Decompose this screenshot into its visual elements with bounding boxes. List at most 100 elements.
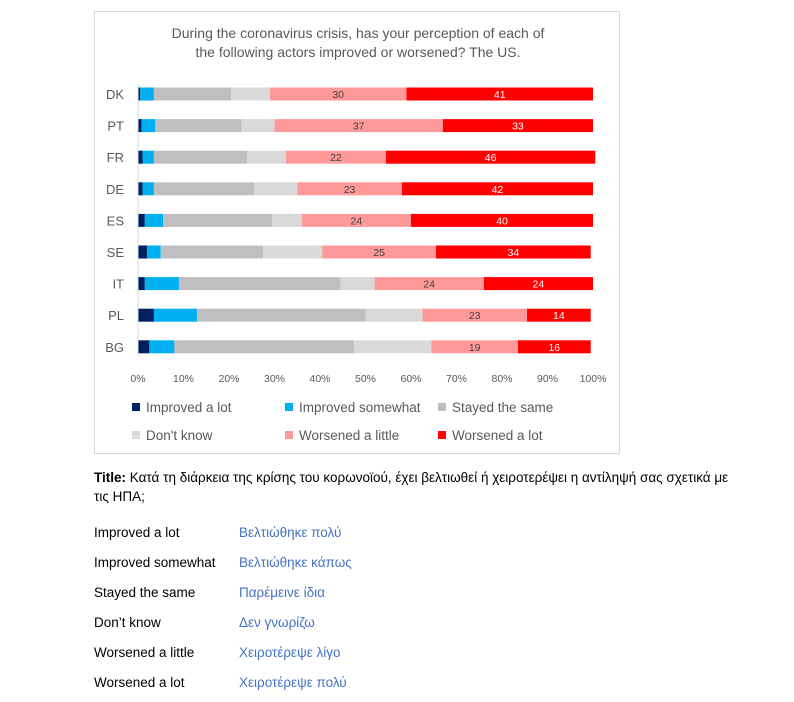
translation-row: Worsened a little Χειροτέρεψε λίγο — [94, 637, 352, 667]
greek-term: Χειροτέρεψε πολύ — [239, 674, 347, 690]
data-label: 41 — [494, 89, 506, 101]
translation-row: Stayed the same Παρέμεινε ίδια — [94, 577, 352, 607]
data-label: 16 — [548, 342, 560, 354]
bar-segment — [354, 340, 432, 354]
english-term: Stayed the same — [94, 584, 196, 600]
chart-title-line: the following actors improved or worsene… — [195, 44, 520, 60]
bar-segment — [374, 277, 484, 291]
english-term: Worsened a lot — [94, 674, 185, 690]
data-label: 24 — [533, 279, 545, 291]
legend-swatch — [132, 403, 140, 411]
legend-label: Don't know — [146, 428, 213, 443]
greek-term: Βελτιώθηκε πολύ — [239, 524, 342, 540]
bar-segment — [138, 87, 141, 101]
english-term: Improved somewhat — [94, 554, 216, 570]
category-label: IT — [112, 277, 124, 292]
x-tick-label: 0% — [130, 373, 145, 385]
bar-segment — [142, 182, 154, 196]
bar-segment — [231, 87, 270, 101]
chart-container: During the coronavirus crisis, has your … — [94, 11, 620, 454]
bar-segment — [140, 87, 154, 101]
greek-term: Δεν γνωρίζω — [239, 614, 315, 630]
bar-segment — [301, 213, 411, 227]
bar-segment — [138, 340, 150, 354]
data-label: 19 — [469, 342, 481, 354]
translation-row: Improved a lot Βελτιώθηκε πολύ — [94, 517, 352, 547]
bar-segment — [365, 308, 423, 322]
category-label: ES — [107, 213, 125, 228]
bar-segment — [138, 308, 154, 322]
bar-segment — [269, 87, 407, 101]
bar-segment — [322, 245, 437, 259]
x-tick-label: 10% — [173, 373, 194, 385]
bar-segment — [517, 340, 591, 354]
title-text: Κατά τη διάρκεια της κρίσης του κορωνοϊο… — [94, 470, 729, 504]
category-label: SE — [107, 245, 125, 260]
data-label: 34 — [508, 247, 520, 259]
bar-segment — [340, 277, 375, 291]
bar-segment — [241, 119, 275, 133]
category-label: PL — [108, 308, 124, 323]
data-label: 25 — [373, 247, 385, 259]
legend-swatch — [285, 403, 293, 411]
bar-segment — [153, 308, 198, 322]
bar-segment — [431, 340, 518, 354]
data-label: 33 — [512, 121, 524, 133]
data-label: 30 — [332, 89, 344, 101]
bar-segment — [483, 277, 593, 291]
legend-swatch — [438, 403, 446, 411]
legend-label: Improved somewhat — [299, 400, 421, 415]
legend-label: Worsened a little — [299, 428, 399, 443]
bar-segment — [272, 213, 302, 227]
bar-segment — [178, 277, 341, 291]
bar-segment — [442, 119, 593, 133]
stacked-bar-chart: During the coronavirus crisis, has your … — [105, 25, 607, 443]
bar-segment — [527, 308, 591, 322]
legend-swatch — [438, 431, 446, 439]
data-label: 40 — [496, 215, 508, 227]
bar-segment — [411, 213, 593, 227]
bar-segment — [141, 119, 156, 133]
bar-segment — [160, 245, 264, 259]
bar-segment — [422, 308, 528, 322]
bar-segment — [297, 182, 402, 196]
bar-segment — [436, 245, 591, 259]
x-tick-label: 20% — [218, 373, 239, 385]
bar-segment — [197, 308, 366, 322]
x-tick-label: 70% — [446, 373, 467, 385]
bar-segment — [144, 213, 164, 227]
survey-question-title: Title: Κατά τη διάρκεια της κρίσης του κ… — [94, 468, 734, 506]
bar-segment — [401, 182, 593, 196]
translation-row: Improved somewhat Βελτιώθηκε κάπως — [94, 547, 352, 577]
bar-segment — [263, 245, 323, 259]
bar-segment — [153, 150, 248, 164]
data-label: 14 — [553, 310, 565, 322]
bar-segment — [285, 150, 386, 164]
bar-segment — [254, 182, 298, 196]
bar-segment — [147, 245, 161, 259]
bar-segment — [155, 119, 242, 133]
bar-segment — [174, 340, 355, 354]
data-label: 22 — [330, 152, 342, 164]
x-tick-label: 100% — [580, 373, 607, 385]
chart-title-line: During the coronavirus crisis, has your … — [172, 25, 545, 41]
bar-segment — [138, 277, 145, 291]
bar-segment — [138, 213, 145, 227]
data-label: 37 — [353, 121, 365, 133]
legend-label: Worsened a lot — [452, 428, 543, 443]
x-tick-label: 40% — [309, 373, 330, 385]
category-label: DE — [106, 182, 124, 197]
legend-label: Improved a lot — [146, 400, 232, 415]
category-label: DK — [106, 87, 124, 102]
data-label: 24 — [423, 279, 435, 291]
bar-segment — [406, 87, 593, 101]
category-label: PT — [107, 119, 124, 134]
bar-segment — [142, 150, 154, 164]
translation-row: Don’t know Δεν γνωρίζω — [94, 607, 352, 637]
x-tick-label: 60% — [400, 373, 421, 385]
data-label: 46 — [485, 152, 497, 164]
bar-segment — [153, 182, 255, 196]
translation-table: Improved a lot Βελτιώθηκε πολύ Improved … — [94, 517, 352, 697]
english-term: Don’t know — [94, 614, 161, 630]
english-term: Improved a lot — [94, 524, 180, 540]
